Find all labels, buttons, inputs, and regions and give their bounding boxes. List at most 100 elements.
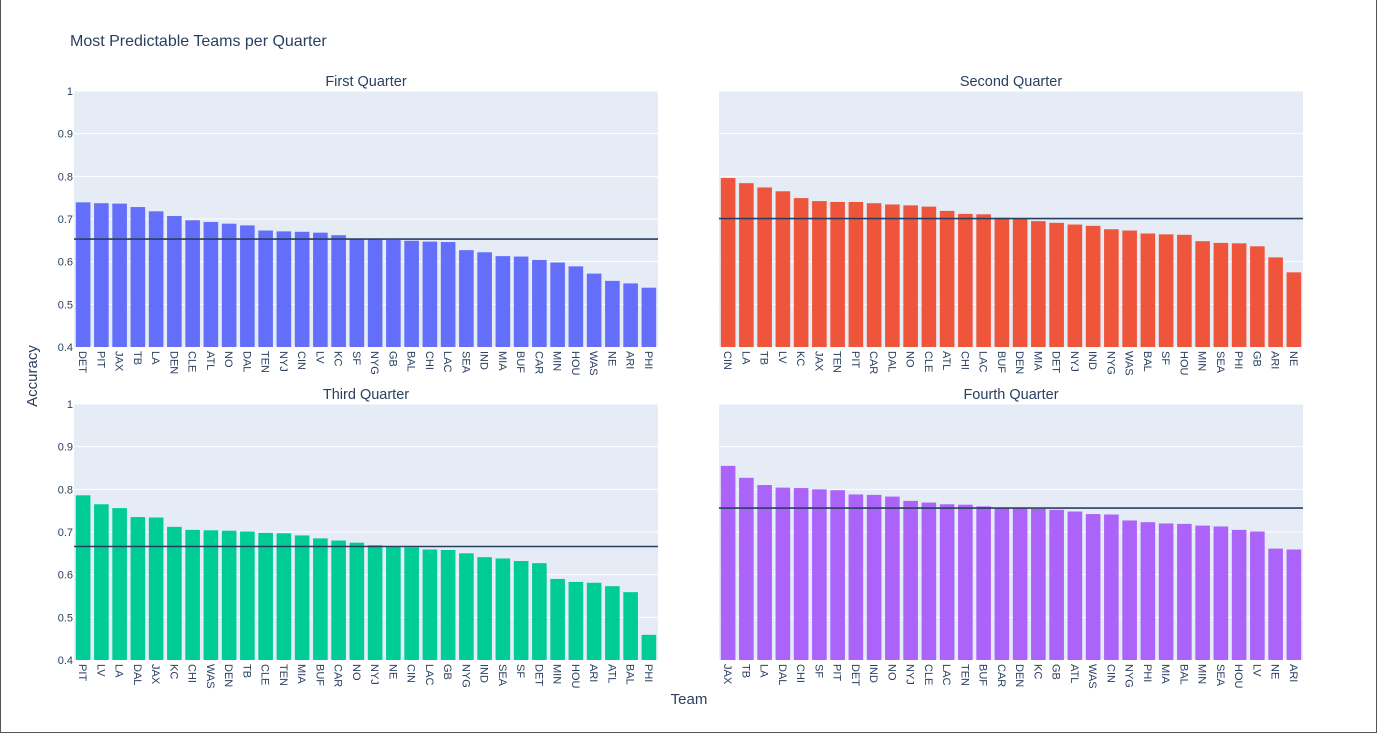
- bar-min: [550, 578, 565, 660]
- x-tick-label: LV: [313, 351, 325, 364]
- x-tick-label: IND: [1086, 351, 1098, 370]
- bar-sea: [495, 558, 511, 660]
- bar-dal: [240, 225, 255, 347]
- bar-phi: [1231, 243, 1247, 347]
- bar-gb: [1049, 509, 1064, 660]
- bar-sf: [1158, 234, 1174, 347]
- x-tick-label: HOU: [1177, 351, 1189, 376]
- bar-mia: [1158, 523, 1174, 660]
- bar-chi: [958, 213, 973, 347]
- bar-no: [221, 223, 237, 347]
- x-tick-label: GB: [1050, 664, 1062, 680]
- bar-ten: [958, 504, 973, 660]
- bar-ari: [586, 582, 602, 660]
- x-tick-label: JAX: [812, 351, 824, 372]
- bar-ind: [866, 494, 882, 660]
- x-tick-label: DET: [1050, 351, 1062, 373]
- x-tick-label: KC: [332, 351, 344, 366]
- x-tick-label: PHI: [642, 664, 654, 682]
- bar-pit: [830, 490, 845, 660]
- x-tick-label: MIA: [295, 664, 307, 684]
- x-tick-label: CAR: [332, 664, 344, 687]
- x-tick-label: MIN: [1196, 664, 1208, 684]
- x-tick-label: MIA: [1031, 351, 1043, 371]
- bar-det: [848, 494, 864, 660]
- x-tick-label: DAL: [885, 351, 897, 372]
- bar-cin: [1104, 514, 1119, 660]
- x-tick-label: CLE: [259, 664, 271, 685]
- x-tick-label: HOU: [569, 351, 581, 376]
- bar-la: [112, 508, 127, 660]
- bar-ne: [386, 546, 401, 660]
- x-tick-label: MIA: [1159, 664, 1171, 684]
- bar-nyj: [276, 231, 292, 347]
- x-tick-label: CHI: [423, 351, 435, 370]
- bar-sea: [1213, 242, 1229, 347]
- bar-nyg: [367, 239, 383, 347]
- x-tick-label: CIN: [1104, 664, 1116, 683]
- x-tick-label: PIT: [849, 351, 861, 368]
- bar-den: [167, 216, 182, 347]
- x-tick-label: ARI: [624, 351, 636, 369]
- bar-was: [586, 273, 602, 347]
- x-tick-label: NE: [386, 664, 398, 679]
- x-tick-label: TEN: [831, 351, 843, 373]
- x-tick-label: NO: [904, 351, 916, 368]
- x-tick-label: LAC: [423, 664, 435, 685]
- bar-cin: [294, 231, 310, 347]
- bar-lac: [976, 214, 991, 347]
- bar-la: [739, 183, 754, 347]
- y-axis-label: Accuracy: [24, 345, 41, 407]
- bar-pit: [75, 495, 91, 660]
- x-tick-label: SEA: [496, 664, 508, 687]
- y-tick-label: 0.4: [58, 342, 73, 354]
- x-tick-label: ATL: [204, 351, 216, 370]
- x-tick-label: TEN: [958, 664, 970, 686]
- x-tick-label: BUF: [514, 351, 526, 373]
- bar-cin: [404, 547, 419, 660]
- bar-phi: [641, 287, 657, 347]
- bar-tb: [240, 531, 255, 660]
- bar-sf: [349, 239, 365, 347]
- x-tick-label: KC: [1031, 664, 1043, 679]
- x-tick-label: PHI: [1141, 664, 1153, 682]
- bar-cle: [921, 206, 937, 347]
- x-tick-label: CAR: [995, 664, 1007, 687]
- x-tick-label: BAL: [405, 351, 417, 372]
- x-tick-label: IND: [478, 664, 490, 683]
- x-tick-label: DAL: [131, 664, 143, 685]
- x-tick-label: NE: [1269, 664, 1281, 679]
- x-tick-label: LV: [1250, 664, 1262, 677]
- bar-gb: [386, 239, 401, 347]
- bar-buf: [994, 217, 1010, 347]
- x-tick-label: HOU: [1232, 664, 1244, 689]
- bar-chi: [793, 488, 809, 660]
- subplot-panels: 0.4 0.5 0.6 0.7 0.8 0.9 1 First Quarter DET PIT JA…: [58, 74, 1303, 689]
- y-tick-label: 0.6: [58, 570, 73, 582]
- x-tick-label: WAS: [1123, 351, 1135, 376]
- bar-ari: [1268, 257, 1283, 347]
- bar-dal: [130, 517, 146, 660]
- bar-dal: [885, 204, 900, 347]
- y-tick-label: 1: [67, 399, 73, 411]
- bar-was: [1122, 230, 1137, 347]
- y-tick-label: 0.8: [58, 484, 73, 496]
- bar-jax: [720, 465, 736, 660]
- bar-hou: [1231, 529, 1247, 660]
- y-tick-label: 0.7: [58, 527, 73, 539]
- bar-mia: [495, 256, 511, 347]
- bar-kc: [167, 526, 182, 660]
- x-tick-label: SEA: [459, 351, 471, 374]
- x-tick-label: MIN: [1196, 351, 1208, 371]
- bar-lac: [440, 242, 456, 347]
- x-tick-label: SF: [350, 351, 362, 365]
- bar-no: [349, 542, 365, 660]
- bar-ten: [276, 533, 292, 660]
- x-tick-label: NE: [1287, 351, 1299, 366]
- bar-cle: [185, 220, 200, 347]
- x-tick-label: CAR: [532, 351, 544, 374]
- x-tick-label: LA: [739, 351, 751, 365]
- x-tick-label: CLE: [922, 664, 934, 685]
- x-tick-label: CAR: [867, 351, 879, 374]
- x-tick-label: LA: [758, 664, 770, 678]
